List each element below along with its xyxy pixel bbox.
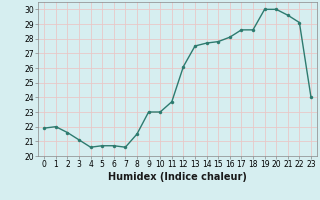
X-axis label: Humidex (Indice chaleur): Humidex (Indice chaleur) (108, 172, 247, 182)
